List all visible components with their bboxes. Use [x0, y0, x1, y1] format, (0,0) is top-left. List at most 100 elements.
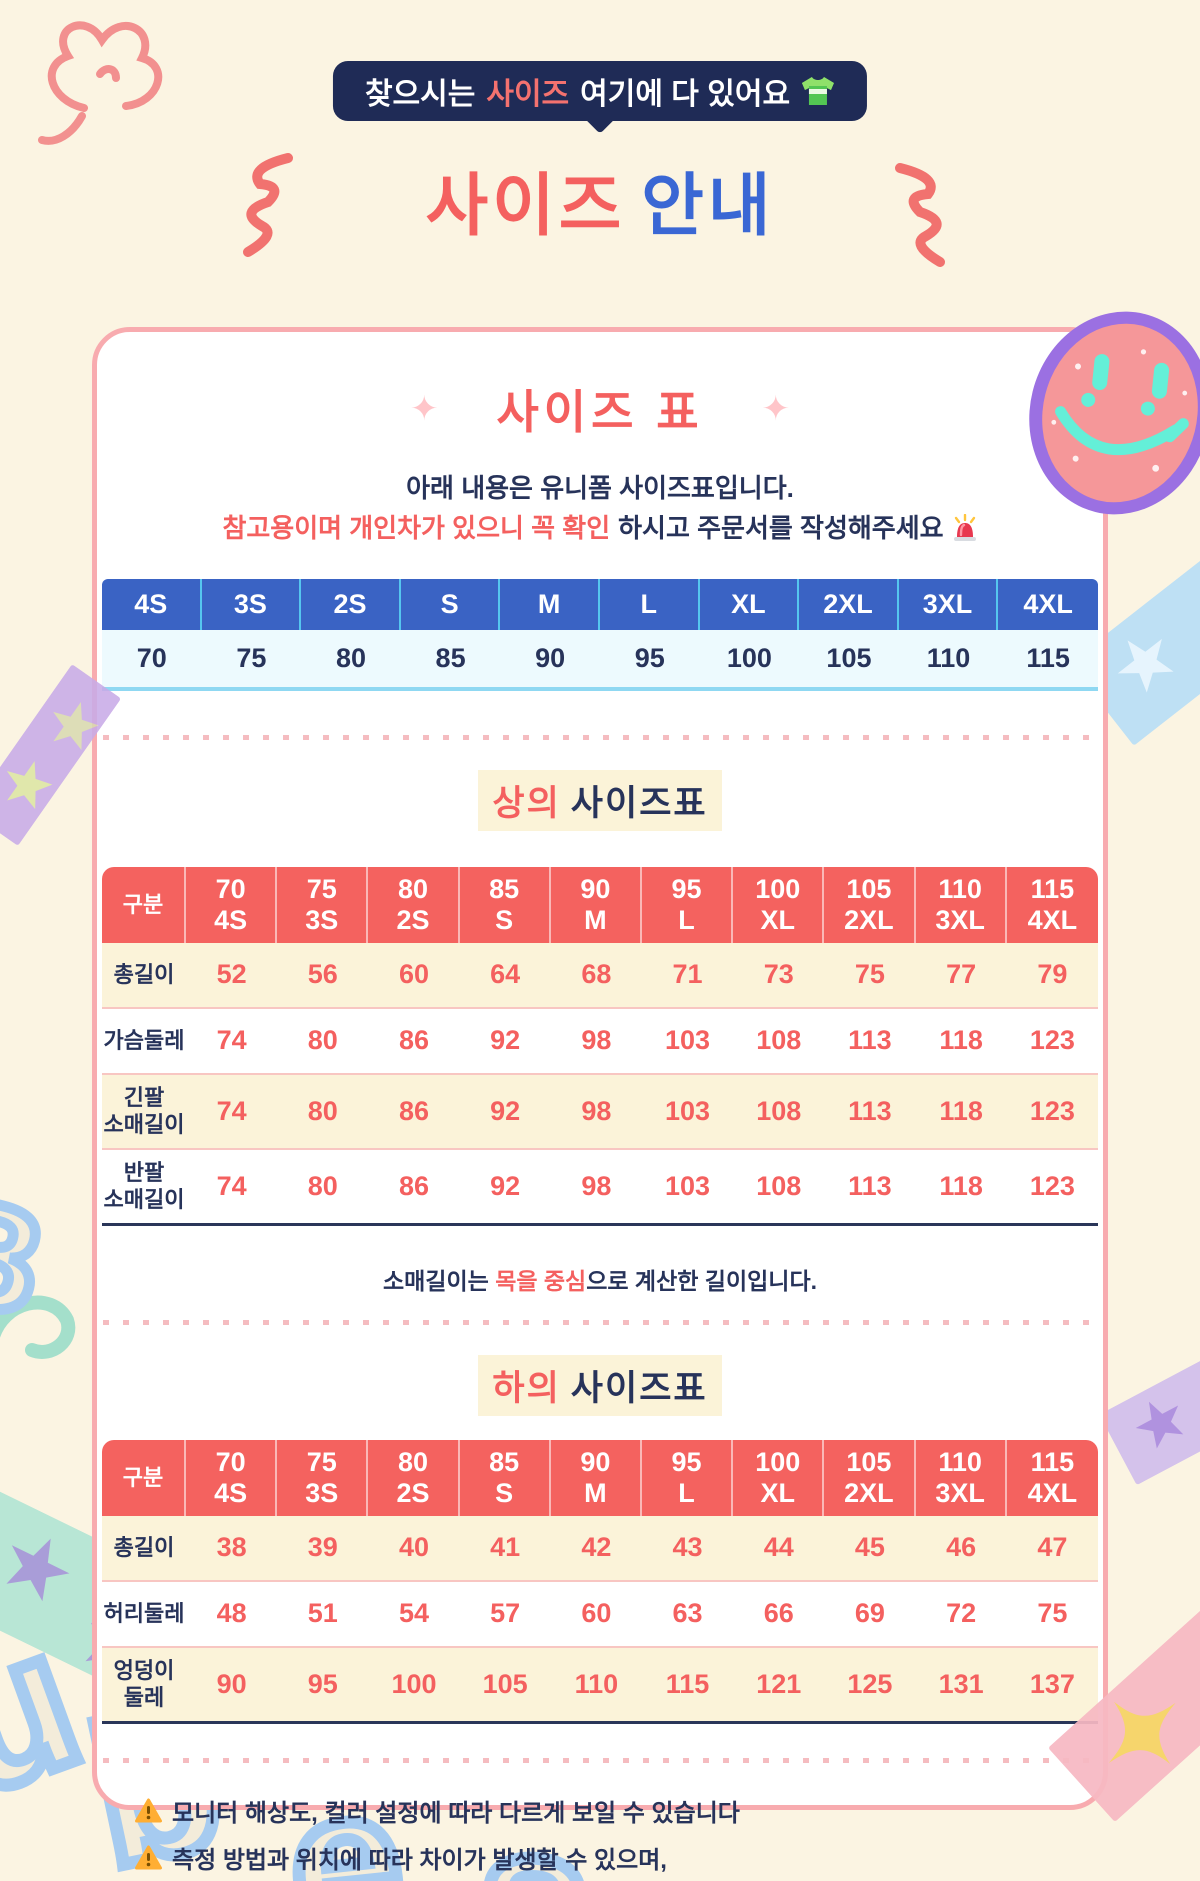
column-number: 80	[397, 1446, 428, 1477]
column-header-cell: 95 L	[641, 866, 734, 943]
measure-cell: 90	[186, 1647, 278, 1724]
column-header-cell: 100 XL	[733, 1439, 825, 1516]
size-value-cell: 100	[699, 629, 800, 691]
top-size-table: 구분 70 4S 75 3S 80 2S 85 S 90 M 95 L 100 XL 105 2XL 110 3XL…	[102, 866, 1098, 1226]
column-number: 115	[1030, 1446, 1075, 1477]
sparkle-icon: ✦	[409, 390, 439, 428]
size-value-cell: 75	[201, 629, 302, 691]
measure-cell: 113	[824, 1149, 916, 1226]
star-washi-tape-purple	[0, 665, 121, 845]
column-size: 4XL	[1027, 904, 1078, 935]
column-size: 3XL	[935, 904, 985, 935]
column-number: 100	[755, 873, 801, 904]
column-number: 90	[580, 873, 611, 904]
column-number: 95	[671, 1446, 702, 1477]
measure-cell: 44	[733, 1515, 825, 1582]
column-size: 2S	[396, 1477, 430, 1508]
size-value-cell: 70	[102, 629, 202, 691]
size-value-cell: 80	[301, 629, 401, 691]
column-number: 105	[846, 1446, 892, 1477]
measure-cell: 41	[459, 1515, 551, 1582]
column-number: 100	[755, 1446, 801, 1477]
column-header-cell: 90 M	[550, 866, 642, 943]
column-header-cell: 70 4S	[186, 866, 278, 943]
size-header-cell: 3S	[201, 578, 302, 630]
note-red: 목을 중심	[495, 1267, 587, 1294]
size-value-cell: 90	[500, 629, 600, 691]
dotted-divider	[103, 734, 1097, 740]
column-number: 75	[306, 873, 337, 904]
bottom-section-heading: 하의 사이즈표	[97, 1354, 1103, 1416]
measure-cell: 118	[915, 1008, 1007, 1075]
measure-cell: 110	[550, 1647, 642, 1724]
column-number: 105	[846, 873, 892, 904]
measure-cell: 118	[915, 1149, 1007, 1226]
column-size: S	[495, 1477, 514, 1508]
bottom-heading-navy: 사이즈표	[570, 1368, 708, 1408]
column-number: 90	[580, 1446, 611, 1477]
measure-cell: 60	[368, 942, 460, 1009]
measure-cell: 48	[186, 1581, 278, 1648]
measure-cell: 98	[550, 1149, 642, 1226]
measure-cell: 118	[915, 1074, 1007, 1150]
column-size: M	[584, 1477, 607, 1508]
column-header-cell: 75 3S	[277, 866, 369, 943]
measure-cell: 92	[459, 1149, 551, 1226]
measure-cell: 66	[733, 1581, 825, 1648]
measure-header-row: 구분 70 4S 75 3S 80 2S 85 S 90 M 95 L 100 XL 105 2XL 110 3XL…	[102, 1439, 1098, 1516]
measure-cell: 54	[368, 1581, 460, 1648]
measure-cell: 40	[368, 1515, 460, 1582]
size-info-card: ✦ 사이즈 표 ✦ 아래 내용은 유니폼 사이즈표입니다. 참고용이며 개인차가…	[92, 327, 1108, 1874]
size-header-cell: L	[599, 578, 700, 630]
measure-cell: 63	[641, 1581, 734, 1648]
top-section-heading: 상의 사이즈표	[97, 769, 1103, 831]
size-value-row: 70 75 80 85 90 95 100 105 110 115	[102, 629, 1098, 691]
size-header-cell: 3XL	[898, 578, 999, 630]
measure-cell: 92	[459, 1074, 551, 1150]
measure-cell: 80	[277, 1008, 369, 1075]
banner-text-post: 여기에 다 있어요	[580, 78, 791, 111]
column-size: 4S	[214, 904, 248, 935]
description-line1: 아래 내용은 유니폼 사이즈표입니다.	[406, 473, 794, 503]
measure-cell: 98	[550, 1008, 642, 1075]
column-header-cell: 85 S	[459, 866, 551, 943]
column-header-cell: 85 S	[459, 1439, 551, 1516]
measure-cell: 113	[824, 1008, 916, 1075]
size-chart-description: 아래 내용은 유니폼 사이즈표입니다. 참고용이며 개인차가 있으니 꼭 확인 하…	[97, 468, 1103, 549]
column-header-cell: 110 3XL	[915, 866, 1007, 943]
measure-cell: 98	[550, 1074, 642, 1150]
measure-cell: 46	[915, 1515, 1007, 1582]
star-washi-tape-lavender	[1100, 1335, 1200, 1485]
mint-swirl-doodle	[0, 1295, 76, 1359]
column-number: 85	[489, 873, 520, 904]
bottom-heading-red: 하의	[492, 1368, 561, 1408]
measure-cell: 115	[641, 1647, 734, 1724]
size-header-row: 4S 3S 2S S M L XL 2XL 3XL 4XL	[102, 578, 1098, 630]
measure-cell: 86	[368, 1149, 460, 1226]
measure-row: 엉덩이 둘레 90 95 100 105 110 115 121 125 131 137	[102, 1647, 1098, 1724]
size-value-cell: 110	[898, 629, 999, 691]
bottom-size-table: 구분 70 4S 75 3S 80 2S 85 S 90 M 95 L 100 XL 105 2XL 110 3XL…	[102, 1439, 1098, 1724]
column-size: 4S	[214, 1477, 248, 1508]
siren-icon	[953, 514, 976, 542]
column-size: L	[678, 904, 695, 935]
column-size: L	[678, 1477, 695, 1508]
measure-cell: 69	[824, 1581, 916, 1648]
measure-cell: 108	[733, 1074, 825, 1150]
size-header-cell: XL	[699, 578, 800, 630]
page-title-blue: 안내	[641, 168, 775, 244]
measure-cell: 123	[1006, 1008, 1098, 1075]
banner-text-pre: 찾으시는	[364, 78, 476, 111]
tshirt-icon	[802, 77, 835, 105]
corner-cell: 구분	[102, 866, 186, 943]
column-size: XL	[760, 904, 795, 935]
column-number: 115	[1030, 873, 1075, 904]
measure-cell: 86	[368, 1074, 460, 1150]
column-number: 75	[306, 1446, 337, 1477]
column-header-cell: 90 M	[550, 1439, 642, 1516]
measure-cell: 72	[915, 1581, 1007, 1648]
top-heading-red: 상의	[492, 783, 561, 823]
measure-cell: 56	[277, 942, 369, 1009]
star-washi-tape-pink	[1049, 1575, 1200, 1821]
